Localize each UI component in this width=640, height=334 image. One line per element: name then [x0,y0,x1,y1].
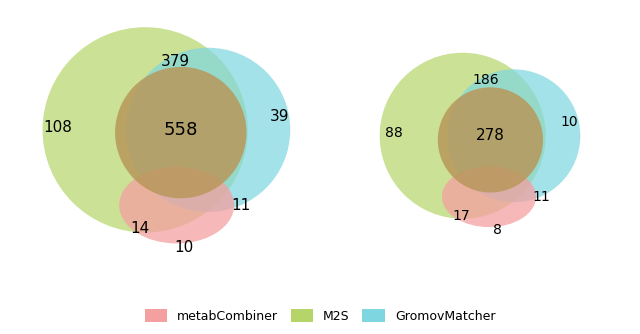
Text: 108: 108 [43,120,72,135]
Text: 10: 10 [174,240,193,255]
Text: 558: 558 [164,121,198,139]
Ellipse shape [447,69,580,202]
Ellipse shape [442,166,536,227]
Ellipse shape [42,27,248,232]
Ellipse shape [126,48,291,212]
Text: 8: 8 [493,223,502,237]
Text: 11: 11 [232,198,251,213]
Text: 14: 14 [130,221,149,236]
Text: 17: 17 [452,209,470,223]
Text: 10: 10 [561,115,578,129]
Ellipse shape [115,67,246,198]
Ellipse shape [380,53,546,219]
Text: 39: 39 [269,109,289,124]
Text: 186: 186 [473,73,500,88]
Text: 11: 11 [532,190,550,204]
Ellipse shape [438,87,543,192]
Ellipse shape [119,167,234,243]
Text: 88: 88 [385,126,403,140]
Text: 278: 278 [476,128,505,143]
Legend: metabCombiner, M2S, GromovMatcher: metabCombiner, M2S, GromovMatcher [140,304,500,328]
Text: 379: 379 [161,54,190,69]
